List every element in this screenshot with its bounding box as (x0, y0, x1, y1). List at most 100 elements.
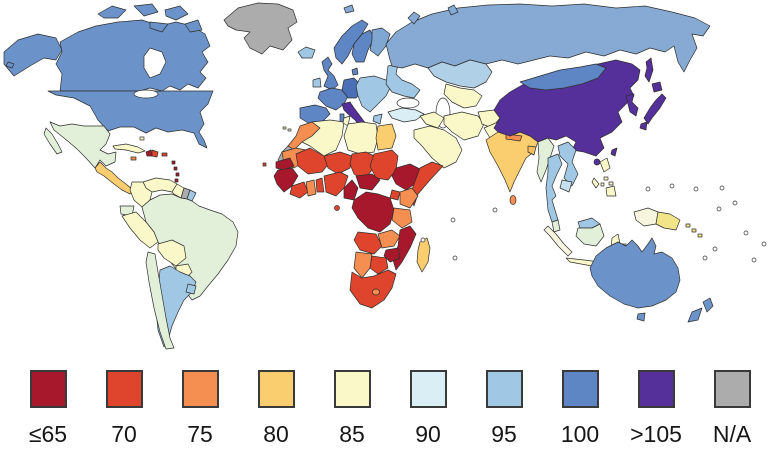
region-cambodia (559, 179, 573, 193)
region-maldives (492, 207, 498, 213)
region-kazakhstan (427, 59, 493, 89)
region-polynesia (716, 206, 722, 212)
region-somalia (409, 161, 444, 207)
region-india (485, 131, 539, 193)
region-sao-tome (334, 205, 340, 211)
region-myanmar (536, 137, 555, 183)
region-togo-benin (315, 177, 325, 193)
legend-label: ≤65 (28, 421, 68, 447)
region-japan-kyushu (639, 121, 648, 131)
region-bangladesh (527, 145, 537, 156)
region-saudi-arabia (413, 125, 463, 169)
legend-label: 75 (187, 421, 213, 447)
region-philippines-visayas (600, 176, 614, 187)
region-mauritius (452, 255, 458, 261)
region-madagascar (416, 237, 431, 273)
region-japan-hokkaido (651, 81, 663, 93)
region-polynesia (751, 257, 757, 263)
region-turkey (387, 107, 425, 123)
region-finland (369, 27, 391, 57)
legend-swatch-70 (105, 370, 143, 408)
region-novaya-zemlya (407, 11, 421, 25)
region-russia (385, 3, 711, 73)
region-uruguay (185, 283, 197, 295)
legend-item-gt105: >105 (625, 370, 687, 448)
legend-label: 70 (111, 421, 137, 447)
region-central-america (94, 161, 134, 195)
region-sweden (351, 29, 375, 63)
region-jamaica (130, 156, 137, 161)
legend-item-80: 80 (245, 370, 307, 448)
region-mali (295, 147, 331, 175)
legend-swatch-95 (485, 370, 523, 408)
legend-swatch-na (713, 370, 751, 408)
region-new-guinea-west (633, 207, 659, 227)
region-new-zealand-north (702, 297, 714, 313)
region-philippines-luzon (599, 157, 611, 173)
region-denmark (351, 67, 359, 76)
legend-label: >105 (630, 421, 682, 447)
region-zimbabwe (383, 247, 401, 263)
region-sumatra (543, 225, 573, 257)
legend-swatch-85 (333, 370, 371, 408)
region-south-africa (349, 269, 397, 309)
legend-label: 95 (491, 421, 517, 447)
legend-label: N/A (712, 421, 752, 447)
region-sudan (369, 149, 399, 181)
great-lakes (133, 89, 159, 99)
region-central-african-republic (355, 173, 381, 191)
region-senegal (275, 157, 295, 171)
legend-label: 100 (560, 421, 600, 447)
region-angola (353, 231, 383, 255)
region-dominican-republic (151, 149, 159, 158)
region-mongolia (519, 63, 607, 91)
legend-swatch-gt105 (637, 370, 675, 408)
region-taiwan (610, 147, 618, 157)
legend-swatch-100 (561, 370, 599, 408)
region-papua-new-guinea (655, 211, 681, 231)
world-choropleth-map (3, 2, 767, 350)
region-botswana (369, 255, 389, 275)
region-peru (121, 211, 159, 249)
legend-item-70: 70 (93, 370, 155, 448)
legend-item-95: 95 (473, 370, 535, 448)
legend-item-75: 75 (169, 370, 231, 448)
region-arctic-island (184, 19, 203, 33)
region-kalimantan (575, 223, 605, 247)
region-fiji (712, 246, 718, 252)
region-egypt (375, 123, 397, 151)
region-central-asia (443, 83, 483, 109)
region-alaska (3, 33, 63, 77)
legend-label: 85 (339, 421, 365, 447)
region-marshall-islands (732, 200, 738, 206)
region-namibia (353, 251, 373, 279)
region-novaya-zemlya (447, 4, 459, 16)
region-malaysia-peninsula (551, 219, 561, 233)
region-bolivia (157, 239, 187, 267)
region-libya (343, 121, 379, 155)
region-thailand (545, 153, 563, 223)
region-uk (321, 56, 339, 91)
legend-label: 80 (263, 421, 289, 447)
region-marshall-islands (719, 185, 725, 191)
region-lesotho (372, 288, 380, 296)
region-uganda (389, 189, 401, 201)
region-haiti (145, 149, 153, 157)
region-solomon-islands (685, 223, 703, 238)
legend-item-na: N/A (701, 370, 763, 448)
region-cameroon (343, 179, 359, 201)
region-micronesia (645, 186, 651, 192)
region-ireland (312, 77, 322, 88)
region-niger (323, 151, 353, 175)
region-sakhalin (644, 57, 654, 83)
region-puerto-rico (161, 152, 168, 157)
region-seychelles (450, 217, 456, 223)
map-canvas (3, 2, 767, 350)
region-hainan (593, 158, 601, 166)
region-iberia (299, 104, 331, 125)
legend-swatch-90 (409, 370, 447, 408)
region-iran (443, 111, 485, 141)
region-micronesia (693, 186, 699, 192)
region-bahamas (139, 136, 145, 141)
region-greece (372, 113, 383, 125)
